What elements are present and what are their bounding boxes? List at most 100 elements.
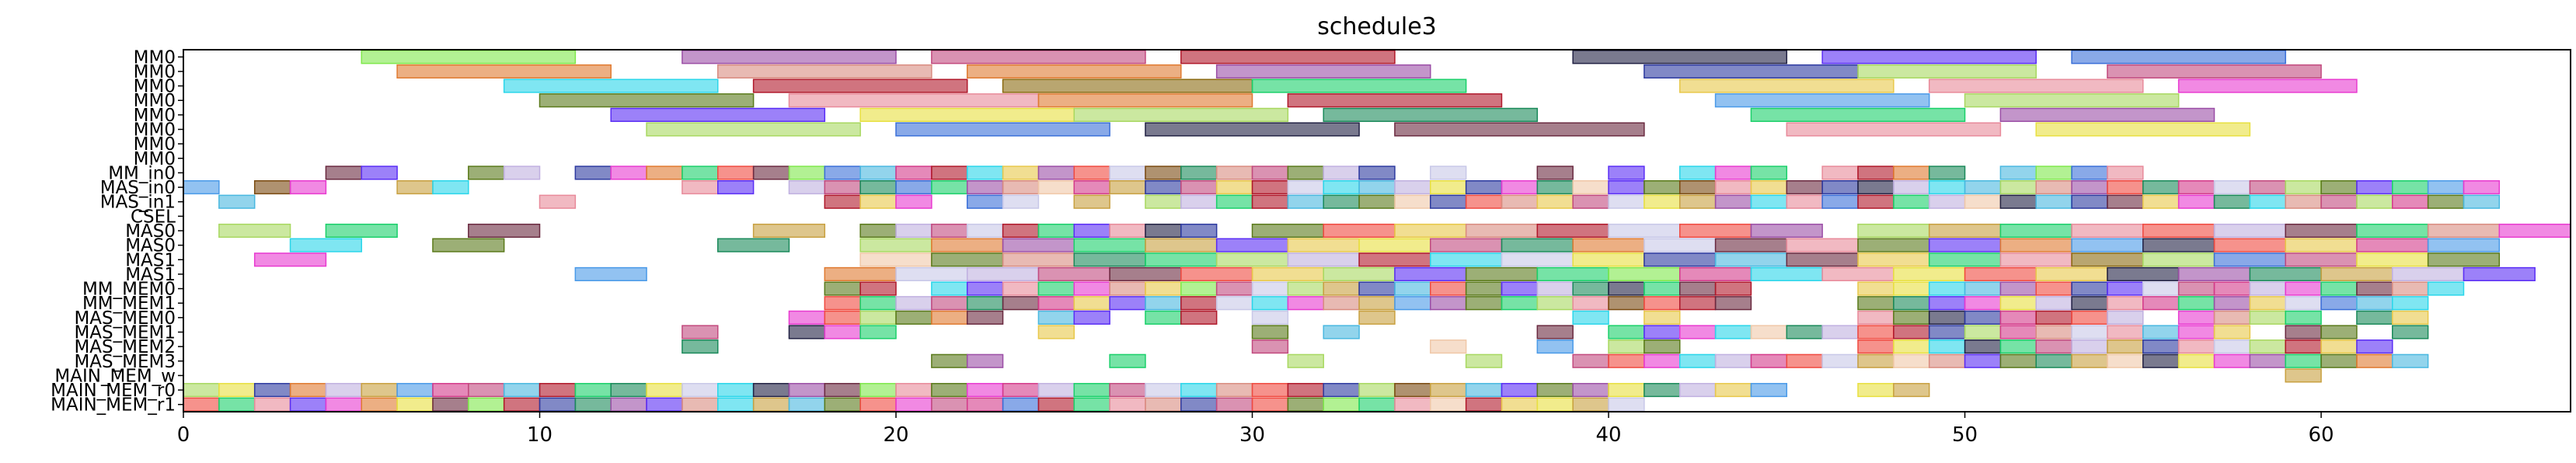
task-bar bbox=[1002, 238, 1075, 252]
task-bar bbox=[2213, 252, 2286, 267]
task-bar bbox=[859, 281, 897, 296]
task-bar bbox=[1536, 180, 1574, 195]
task-bar bbox=[1109, 397, 1146, 412]
task-bar bbox=[1678, 382, 1717, 398]
task-bar bbox=[2177, 339, 2215, 354]
task-bar bbox=[432, 382, 469, 398]
task-bar bbox=[1678, 296, 1717, 311]
task-bar bbox=[1857, 223, 1930, 238]
task-bar bbox=[1073, 165, 1110, 180]
task-bar bbox=[1145, 252, 1218, 267]
task-bar bbox=[1857, 310, 1895, 325]
task-bar bbox=[2213, 339, 2251, 354]
task-bar bbox=[1608, 165, 1645, 180]
task-bar bbox=[218, 194, 256, 209]
task-bar bbox=[1678, 78, 1895, 93]
task-bar bbox=[396, 180, 434, 195]
task-bar bbox=[1644, 310, 1681, 325]
y-tick-label: MM0 bbox=[134, 134, 176, 155]
task-bar bbox=[2071, 252, 2144, 267]
task-bar bbox=[1964, 93, 2180, 108]
task-bar bbox=[1821, 325, 1859, 339]
task-bar bbox=[2427, 180, 2465, 195]
task-bar bbox=[1251, 310, 1289, 325]
task-bar bbox=[1109, 165, 1146, 180]
task-bar bbox=[2142, 223, 2215, 238]
chart-title: schedule3 bbox=[1317, 13, 1437, 40]
task-bar bbox=[1394, 194, 1431, 209]
y-tick-label: MM_MEM1 bbox=[82, 294, 176, 314]
task-bar bbox=[1215, 397, 1253, 412]
task-bar bbox=[1714, 238, 1788, 252]
task-bar bbox=[2071, 339, 2108, 354]
task-bar bbox=[1287, 238, 1360, 252]
task-bar bbox=[931, 238, 1004, 252]
task-bar bbox=[1750, 266, 1823, 281]
task-bar bbox=[2142, 194, 2180, 209]
task-bar bbox=[1786, 194, 1823, 209]
task-bar bbox=[681, 325, 719, 339]
task-bar bbox=[931, 310, 968, 325]
task-bar bbox=[1608, 353, 1645, 368]
task-bar bbox=[1572, 281, 1609, 296]
task-bar bbox=[931, 296, 968, 311]
task-bar bbox=[1287, 194, 1324, 209]
task-bar bbox=[2071, 281, 2108, 296]
task-bar bbox=[1928, 223, 2002, 238]
task-bar bbox=[1073, 281, 1110, 296]
task-bar bbox=[931, 281, 968, 296]
task-bar bbox=[2285, 252, 2358, 267]
task-bar bbox=[1430, 252, 1503, 267]
task-bar bbox=[1037, 223, 1075, 238]
task-bar bbox=[2356, 223, 2429, 238]
task-bar bbox=[1145, 382, 1182, 398]
task-bar bbox=[1215, 180, 1253, 195]
task-bar bbox=[646, 382, 683, 398]
y-tick-label: CSEL bbox=[131, 207, 176, 227]
task-bar bbox=[681, 165, 719, 180]
task-bar bbox=[1999, 339, 2037, 354]
task-bar bbox=[2107, 296, 2144, 311]
y-tick-label: MAS_MEM2 bbox=[74, 337, 176, 357]
task-bar bbox=[2391, 353, 2429, 368]
task-bar bbox=[2213, 194, 2251, 209]
task-bar bbox=[1786, 180, 1823, 195]
y-tick-label: MM0 bbox=[134, 106, 176, 126]
task-bar bbox=[966, 281, 1004, 296]
task-bar bbox=[1786, 353, 1823, 368]
task-bar bbox=[1928, 353, 1966, 368]
task-bar bbox=[1964, 296, 2002, 311]
task-bar bbox=[2142, 252, 2215, 267]
task-bar bbox=[1287, 180, 1324, 195]
task-bar bbox=[183, 382, 220, 398]
task-bar bbox=[966, 382, 1004, 398]
task-bar bbox=[824, 310, 861, 325]
task-bar bbox=[1037, 325, 1075, 339]
task-bar bbox=[1644, 296, 1681, 311]
task-bar bbox=[218, 223, 291, 238]
y-tick-label: MAS_in0 bbox=[100, 178, 176, 198]
task-bar bbox=[1964, 339, 2002, 354]
task-bar bbox=[2107, 64, 2322, 79]
task-bar bbox=[325, 382, 363, 398]
task-bar bbox=[2356, 252, 2429, 267]
task-bar bbox=[1145, 281, 1182, 296]
task-bar bbox=[717, 180, 755, 195]
task-bar bbox=[1678, 353, 1717, 368]
task-bar bbox=[895, 266, 968, 281]
task-bar bbox=[1964, 266, 2037, 281]
task-bar bbox=[788, 93, 1040, 108]
task-bar bbox=[1251, 382, 1289, 398]
task-bar bbox=[1999, 252, 2072, 267]
task-bar bbox=[2285, 180, 2322, 195]
y-tick-label: MAS0 bbox=[125, 236, 176, 256]
task-bar bbox=[1323, 281, 1360, 296]
y-tick-label: MAIN_MEM_r1 bbox=[51, 395, 176, 416]
task-bar bbox=[1572, 50, 1788, 64]
task-bar bbox=[966, 180, 1004, 195]
task-bar bbox=[2249, 296, 2286, 311]
task-bar bbox=[1323, 296, 1360, 311]
task-bar bbox=[1145, 310, 1182, 325]
task-bar bbox=[2249, 353, 2286, 368]
